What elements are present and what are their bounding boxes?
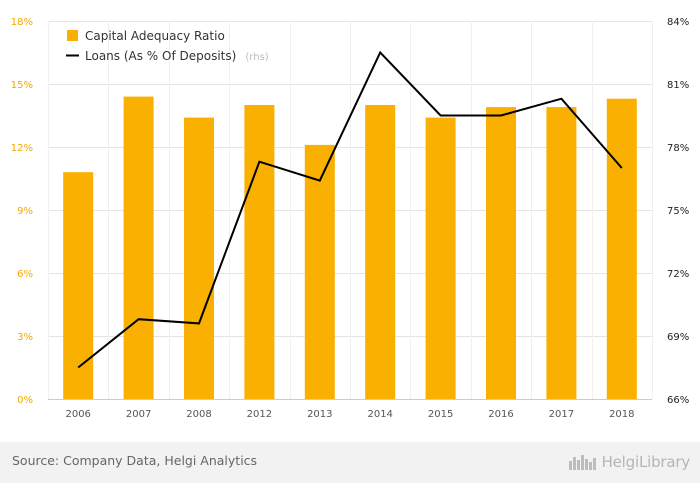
left-tick-label: 3% [17,332,33,343]
bar-2006 [63,172,94,399]
left-tick-label: 6% [17,269,33,280]
bar-2015 [425,117,456,399]
legend-swatch-capital-adequacy [67,30,78,41]
left-tick-label: 12% [11,143,33,154]
footer: Source: Company Data, Helgi Analytics He… [0,442,700,483]
legend: Capital Adequacy Ratio Loans (As % Of De… [66,29,269,64]
legend-label-loans-group: Loans (As % Of Deposits) (rhs) [85,45,269,64]
bar-2012 [244,105,275,399]
x-tick-label: 2006 [65,409,90,420]
x-tick-label: 2018 [609,409,634,420]
loans-line [77,50,623,369]
left-tick-label: 9% [17,206,33,217]
right-tick-label: 84% [667,17,689,28]
bar-2016 [486,107,516,399]
right-tick-label: 66% [667,395,689,406]
x-tick-label: 2008 [186,409,211,420]
x-tick-label: 2014 [367,409,392,420]
bar-2013 [304,144,335,399]
bars-layer [63,96,637,399]
brand-name: HelgiLibrary [601,453,691,471]
grid-layer [48,21,653,399]
source-text: Source: Company Data, Helgi Analytics [12,453,258,468]
x-tick-label: 2012 [247,409,272,420]
left-tick-label: 18% [11,17,33,28]
bar-2007 [123,96,154,399]
right-tick-label: 81% [667,80,689,91]
x-tick-label: 2017 [549,409,574,420]
left-tick-label: 0% [17,395,33,406]
x-tick-label: 2013 [307,409,332,420]
x-tick-label: 2015 [428,409,453,420]
brand: HelgiLibrary [568,450,690,474]
right-tick-label: 75% [667,206,689,217]
bar-2014 [365,105,396,399]
x-tick-label: 2007 [126,409,151,420]
library-logo-icon [568,455,596,470]
right-tick-label: 78% [667,143,689,154]
chart: 0% 3% 6% 9% 12% 15% 18% 66% 69% 72% 75% 78% 81% 84% 20… [11,17,689,420]
bar-2018 [606,98,637,399]
axis-layer: 0% 3% 6% 9% 12% 15% 18% 66% 69% 72% 75% 78% 81% 84% 20… [11,17,689,420]
legend-label-capital-adequacy: Capital Adequacy Ratio [85,29,225,43]
x-tick-label: 2016 [488,409,513,420]
bar-2008 [184,117,214,399]
bar-2017 [546,107,577,399]
right-tick-label: 69% [667,332,689,343]
right-tick-label: 72% [667,269,689,280]
left-tick-label: 15% [11,80,33,91]
line-layer [77,50,623,369]
legend-label-loans-suffix: (rhs) [245,52,268,63]
legend-label-loans: Loans (As % Of Deposits) [85,49,236,63]
